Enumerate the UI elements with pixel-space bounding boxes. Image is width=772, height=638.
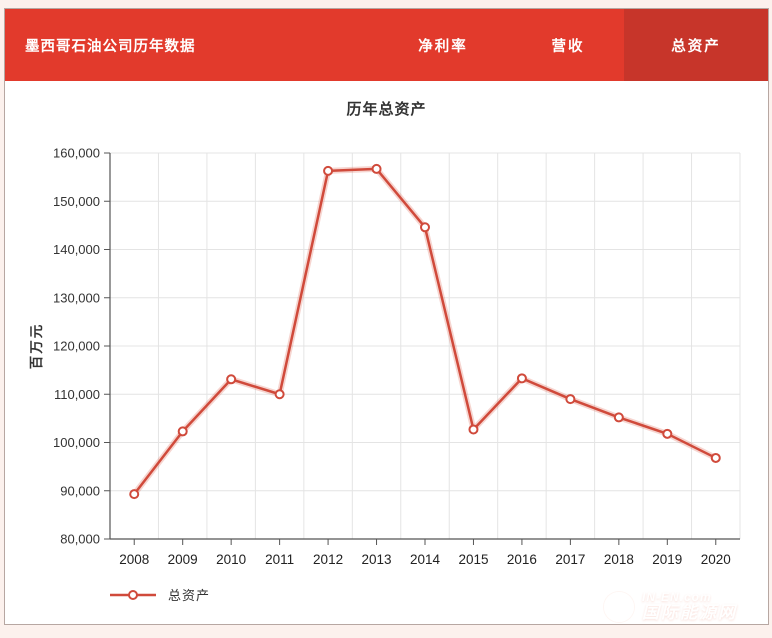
svg-text:2016: 2016 bbox=[507, 552, 537, 567]
svg-text:2014: 2014 bbox=[410, 552, 441, 567]
tab-total-assets[interactable]: 总资产 bbox=[624, 9, 768, 81]
svg-text:100,000: 100,000 bbox=[53, 435, 100, 450]
svg-text:2009: 2009 bbox=[168, 552, 198, 567]
chart-area: 历年总资产 百万元 80,000 90,000 100,000 110,000 120,… bbox=[5, 81, 768, 624]
svg-text:2017: 2017 bbox=[555, 552, 585, 567]
tab-bar: 净利率 营收 总资产 bbox=[374, 9, 768, 81]
svg-text:2019: 2019 bbox=[652, 552, 682, 567]
svg-text:2011: 2011 bbox=[265, 552, 294, 567]
chart-title: 历年总资产 bbox=[346, 101, 427, 118]
svg-text:130,000: 130,000 bbox=[53, 290, 100, 305]
tab-net-profit-margin[interactable]: 净利率 bbox=[418, 38, 468, 55]
legend-item-total-assets[interactable]: 总资产 bbox=[108, 585, 210, 604]
svg-text:2012: 2012 bbox=[313, 552, 343, 567]
svg-text:2013: 2013 bbox=[362, 552, 392, 567]
tab-revenue[interactable]: 营收 bbox=[551, 38, 585, 55]
svg-text:90,000: 90,000 bbox=[60, 483, 100, 498]
header-title: 墨西哥石油公司历年数据 bbox=[25, 38, 196, 55]
header-bar: 墨西哥石油公司历年数据 净利率 营收 总资产 bbox=[5, 9, 768, 81]
svg-text:150,000: 150,000 bbox=[53, 194, 100, 209]
legend-label: 总资产 bbox=[168, 588, 211, 603]
svg-text:2015: 2015 bbox=[458, 552, 488, 567]
chart-card: 墨西哥石油公司历年数据 净利率 营收 总资产 历年总资产 百万元 80,000 90,… bbox=[4, 8, 769, 625]
svg-text:110,000: 110,000 bbox=[54, 387, 100, 402]
svg-text:140,000: 140,000 bbox=[53, 242, 100, 257]
svg-text:2008: 2008 bbox=[119, 552, 149, 567]
legend-line-marker-icon bbox=[110, 589, 156, 600]
svg-text:120,000: 120,000 bbox=[53, 339, 100, 354]
svg-text:2020: 2020 bbox=[701, 552, 731, 567]
line-chart: 80,000 90,000 100,000 110,000 120,000 130,000… bbox=[53, 146, 741, 567]
svg-text:2018: 2018 bbox=[604, 552, 634, 567]
svg-text:2010: 2010 bbox=[216, 552, 246, 567]
svg-text:80,000: 80,000 bbox=[60, 532, 100, 547]
svg-text:160,000: 160,000 bbox=[53, 146, 100, 161]
